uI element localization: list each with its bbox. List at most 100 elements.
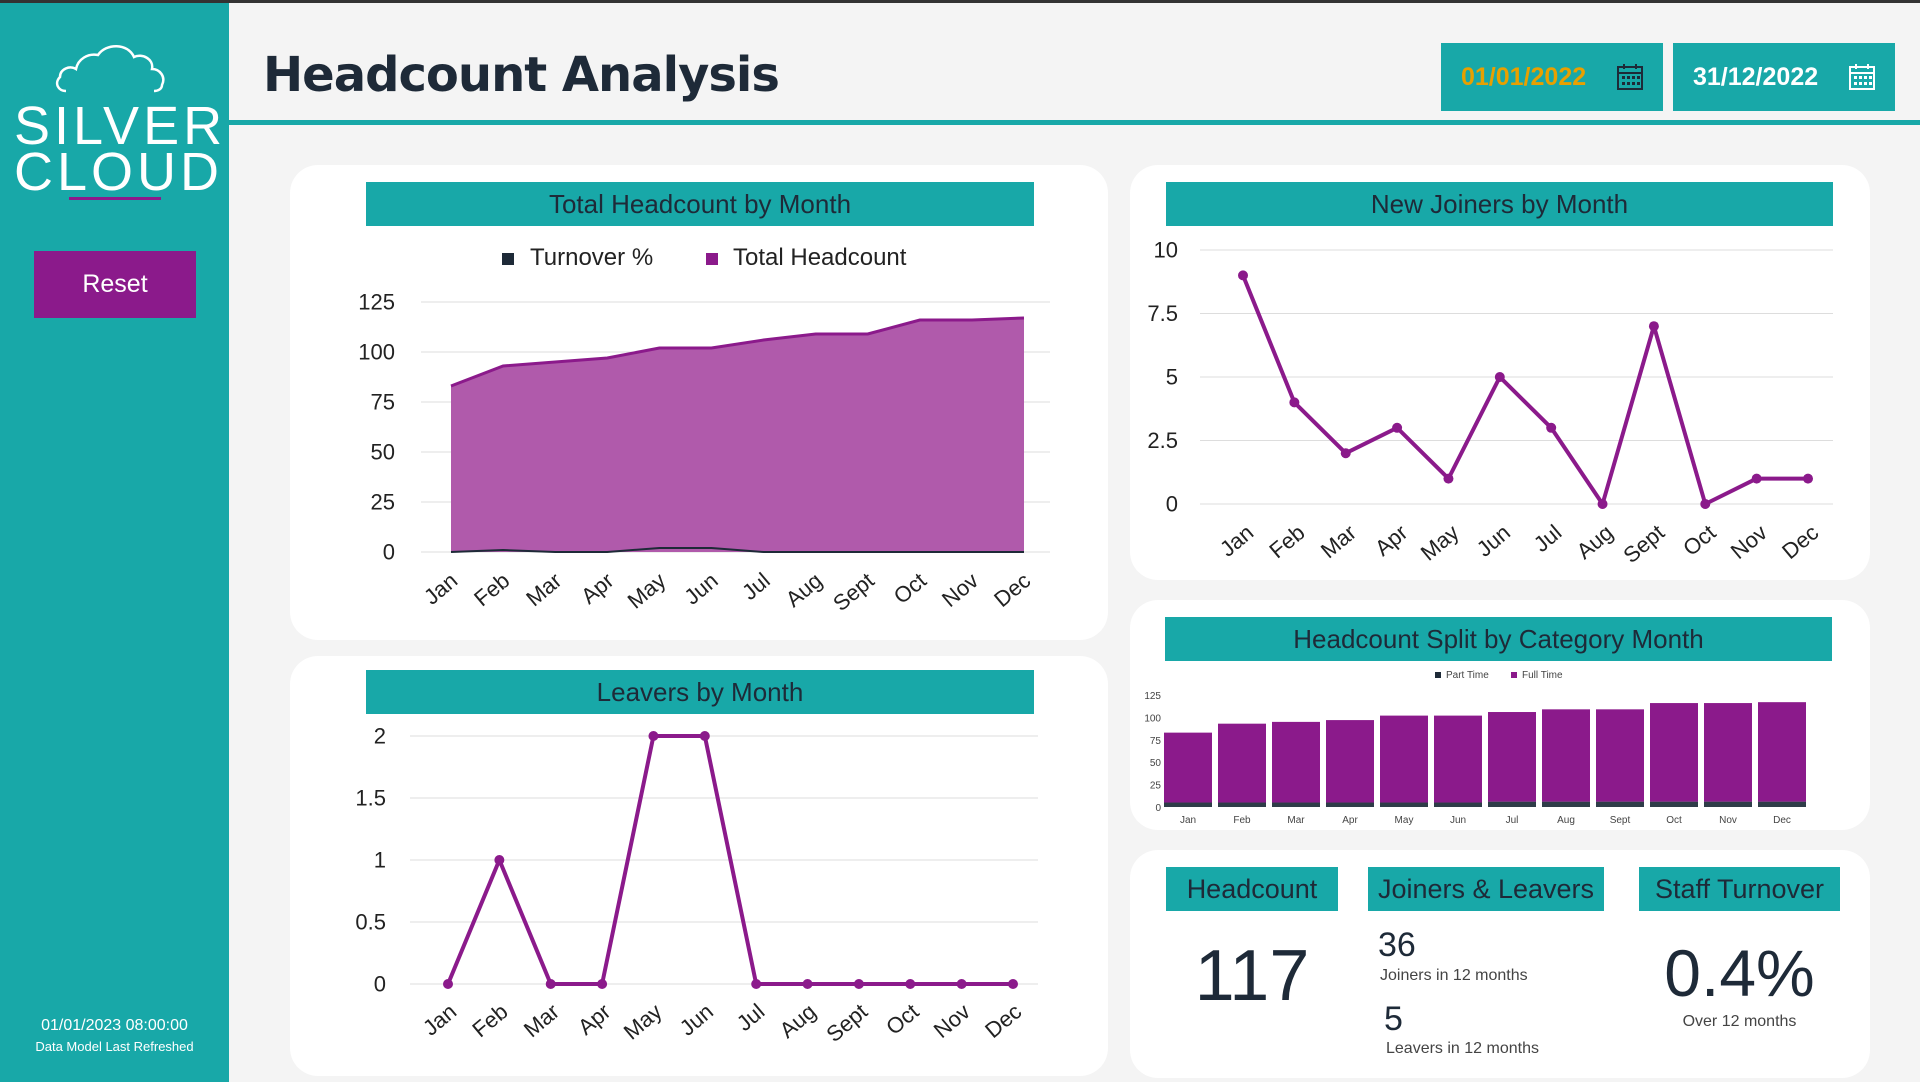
x-tick-label: Jan xyxy=(418,999,461,1041)
joiners-point xyxy=(1289,397,1300,408)
x-tick-label: Jun xyxy=(1450,815,1466,826)
y-tick-label: 2.5 xyxy=(1147,428,1178,453)
y-tick-label: 125 xyxy=(358,290,395,315)
joiners-point xyxy=(1340,448,1351,459)
joiners-point xyxy=(1751,473,1762,484)
leavers-point xyxy=(545,979,556,989)
bar-full-time xyxy=(1218,723,1266,803)
bar-part-time xyxy=(1488,801,1536,807)
bar-part-time xyxy=(1434,802,1482,807)
x-tick-label: Feb xyxy=(1264,520,1309,564)
joiners-point xyxy=(1238,270,1248,281)
y-tick-label: 0.5 xyxy=(355,910,386,935)
leavers-card: Leavers by Month 0 0.5 1 1.5 2 Jan Feb Mar Apr Ma… xyxy=(290,656,1108,1076)
x-tick-label: May xyxy=(1416,520,1464,566)
y-tick-label: 5 xyxy=(1166,365,1178,390)
y-tick-label: 0 xyxy=(1155,803,1161,814)
x-tick-label: Feb xyxy=(467,999,512,1043)
bar-part-time xyxy=(1380,802,1428,807)
x-tick-label: Oct xyxy=(1678,520,1720,561)
x-tick-label: Nov xyxy=(929,999,975,1043)
legend-swatch-full-time xyxy=(1511,672,1517,678)
leavers-point xyxy=(905,979,916,989)
logo-underline xyxy=(69,197,161,200)
leavers-point xyxy=(1008,979,1018,989)
x-tick-label: Aug xyxy=(1557,815,1575,826)
legend-label-part-time: Part Time xyxy=(1446,670,1489,681)
y-tick-label: 100 xyxy=(1144,713,1161,724)
bar-part-time xyxy=(1758,801,1806,807)
x-tick-label: Nov xyxy=(937,568,983,612)
bar-part-time xyxy=(1218,802,1266,807)
leavers-point xyxy=(597,979,608,989)
start-date-picker[interactable]: 01/01/2022 xyxy=(1441,43,1663,111)
leavers-title: Leavers by Month xyxy=(366,670,1034,714)
reset-button[interactable]: Reset xyxy=(34,251,196,318)
y-tick-label: 7.5 xyxy=(1147,301,1178,326)
x-tick-label: Oct xyxy=(881,999,923,1040)
legend-swatch-turnover xyxy=(502,253,514,265)
header: Headcount Analysis xyxy=(229,0,1920,125)
x-tick-label: Jul xyxy=(732,999,770,1036)
leavers-point xyxy=(751,979,762,989)
y-tick-label: 0 xyxy=(1166,492,1178,517)
x-tick-label: Sept xyxy=(1610,815,1631,826)
x-tick-label: Apr xyxy=(573,999,615,1040)
x-tick-label: Jun xyxy=(675,999,718,1041)
y-tick-label: 10 xyxy=(1154,238,1178,263)
x-tick-label: Dec xyxy=(1773,815,1791,826)
joiners-line xyxy=(1241,274,1808,506)
leavers-point xyxy=(494,855,505,865)
calendar-icon[interactable] xyxy=(1617,64,1643,90)
legend-swatch-part-time xyxy=(1435,672,1441,678)
header-divider xyxy=(229,120,1920,125)
leavers-chart: 0 0.5 1 1.5 2 Jan Feb Mar Apr May Jun Jul Aug Sept Oct… xyxy=(355,724,1038,1047)
x-tick-label: Mar xyxy=(1287,815,1305,826)
bar-full-time xyxy=(1164,732,1212,803)
joiners-point xyxy=(1546,422,1557,433)
y-tick-label: 1 xyxy=(374,848,386,873)
bar-part-time xyxy=(1542,801,1590,807)
calendar-icon[interactable] xyxy=(1849,64,1875,90)
x-tick-label: Dec xyxy=(980,999,1026,1043)
y-tick-label: 1.5 xyxy=(355,786,386,811)
split-chart: Part Time Full Time 0 25 50 75 100 125 Jan Feb Mar… xyxy=(1144,670,1806,826)
bar-part-time xyxy=(1704,801,1752,807)
start-date-value[interactable]: 01/01/2022 xyxy=(1461,62,1587,91)
x-tick-label: Feb xyxy=(1233,815,1251,826)
kpi-card: Headcount 117 Joiners & Leavers 36 Joine… xyxy=(1130,850,1870,1078)
bar-part-time xyxy=(1650,801,1698,807)
logo-line-2: CLOUD xyxy=(14,142,224,202)
y-tick-label: 0 xyxy=(374,972,386,997)
x-tick-label: Feb xyxy=(469,568,514,612)
legend-label-headcount: Total Headcount xyxy=(733,244,907,271)
bar-full-time xyxy=(1704,703,1752,802)
headcount-kpi-title: Headcount xyxy=(1166,867,1338,911)
bar-full-time xyxy=(1542,709,1590,802)
turnover-kpi-value: 0.4% xyxy=(1664,936,1815,1010)
silver-cloud-logo: SILVER CLOUD xyxy=(14,39,224,209)
x-tick-label: Apr xyxy=(576,568,618,609)
end-date-picker[interactable]: 31/12/2022 xyxy=(1673,43,1895,111)
leavers-point xyxy=(699,731,710,741)
new-joiners-title: New Joiners by Month xyxy=(1166,182,1833,226)
x-tick-label: Nov xyxy=(1719,815,1737,826)
x-tick-label: Oct xyxy=(889,568,931,609)
turnover-kpi-label: Over 12 months xyxy=(1682,1013,1797,1030)
sidebar: SILVER CLOUD Reset 01/01/2023 08:00:00 D… xyxy=(0,0,229,1082)
y-tick-label: 25 xyxy=(371,490,395,515)
x-tick-label: Jun xyxy=(1472,520,1515,562)
joiners-kpi-label: Joiners in 12 months xyxy=(1380,967,1528,984)
x-tick-label: Aug xyxy=(1572,520,1618,564)
new-joiners-chart: 0 2.5 5 7.5 10 Jan Feb Mar Apr May Jun Jul Aug Sept Oc… xyxy=(1147,238,1833,568)
x-tick-label: Mar xyxy=(521,568,566,612)
x-tick-label: Sept xyxy=(1618,520,1669,568)
joiners-point xyxy=(1597,499,1608,509)
y-tick-label: 50 xyxy=(371,440,395,465)
end-date-value[interactable]: 31/12/2022 xyxy=(1693,62,1819,91)
x-tick-label: Jul xyxy=(1506,815,1519,826)
new-joiners-card: New Joiners by Month 0 2.5 5 7.5 10 Jan Feb Mar… xyxy=(1130,165,1870,580)
x-tick-label: Apr xyxy=(1370,520,1412,561)
x-tick-label: Jan xyxy=(1180,815,1196,826)
leavers-line xyxy=(446,734,1013,986)
